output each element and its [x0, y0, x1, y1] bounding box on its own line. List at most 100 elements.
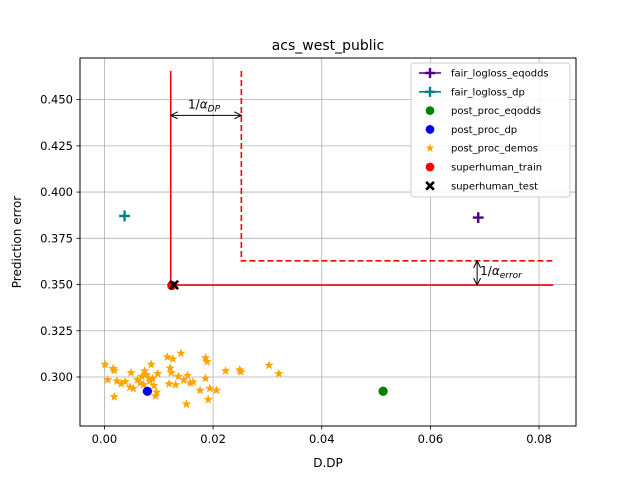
- legend-label: superhuman_train: [451, 163, 542, 174]
- y-tick-label: 0.400: [40, 185, 73, 199]
- point-post_proc_demos: [135, 378, 145, 387]
- point-post_proc_demos: [181, 399, 192, 409]
- point-post_proc_demos: [205, 383, 215, 393]
- point-post_proc_demos: [162, 352, 173, 361]
- point-post_proc_demos: [144, 373, 154, 383]
- legend-label: post_proc_demos: [451, 144, 538, 155]
- point-post_proc_demos: [109, 391, 119, 401]
- legend-label: post_proc_eqodds: [451, 106, 541, 117]
- point-post_proc_demos: [203, 394, 213, 404]
- point-post_proc_demos: [103, 374, 113, 384]
- legend-label: superhuman_test: [451, 181, 538, 192]
- legend-marker-post_proc_eqodds: [425, 106, 435, 115]
- point-post_proc_demos: [179, 375, 189, 385]
- alpha-dp-label: 1/αDP: [188, 97, 221, 114]
- y-tick-label: 0.300: [40, 370, 73, 384]
- alpha-error-arrowhead-up: [473, 259, 482, 269]
- point-post_proc_demos: [116, 378, 126, 388]
- x-tick-label: 0.06: [418, 432, 444, 446]
- point-post_proc_demos: [200, 353, 211, 362]
- point-post_proc_demos: [200, 373, 211, 383]
- point-post_proc_demos: [126, 367, 136, 377]
- point-post_proc_demos: [148, 373, 158, 383]
- alpha-error-label: 1/αerror: [480, 264, 523, 281]
- point-post_proc_demos: [164, 378, 174, 388]
- point-post_proc_demos: [112, 376, 122, 386]
- y-tick-label: 0.350: [40, 278, 73, 292]
- legend-entry: post_proc_eqodds: [425, 106, 541, 117]
- legend: fair_logloss_eqodds fair_logloss_dp post_p…: [410, 62, 571, 198]
- point-post_proc_dp: [142, 386, 153, 396]
- point-post_proc_demos: [166, 367, 176, 377]
- dashed-boundary-line: [240, 70, 554, 262]
- point-post_proc_demos: [195, 385, 205, 395]
- point-superhuman_test: [168, 279, 180, 290]
- y-tick-label: 0.425: [40, 139, 73, 153]
- x-tick-label: 0.04: [309, 432, 335, 446]
- legend-marker-superhuman_test: [425, 181, 435, 191]
- point-post_proc_demos: [128, 383, 138, 393]
- point-fair_logloss_eqodds: [472, 212, 484, 223]
- point-post_proc_demos: [220, 365, 231, 375]
- legend-entry: fair_logloss_dp: [419, 86, 525, 98]
- point-post_proc_demos: [149, 380, 159, 390]
- point-post_proc_demos: [108, 363, 118, 373]
- point-post_proc_demos: [151, 387, 162, 397]
- legend-marker-fair_logloss_dp: [424, 86, 436, 97]
- legend-label: fair_logloss_dp: [451, 87, 525, 98]
- point-post_proc_demos: [120, 376, 130, 386]
- point-post_proc_demos: [264, 360, 274, 370]
- legend-marker-superhuman_train: [425, 162, 435, 172]
- x-axis-label: D.DP: [313, 456, 343, 470]
- y-axis-label: Prediction error: [10, 196, 24, 289]
- point-post_proc_demos: [153, 368, 163, 378]
- point-post_proc_demos: [235, 365, 245, 374]
- x-tick-label: 0.02: [200, 432, 226, 446]
- point-post_proc_demos: [109, 365, 119, 375]
- legend-marker-post_proc_dp: [425, 125, 435, 134]
- legend-label: post_proc_dp: [451, 125, 517, 136]
- point-post_proc_demos: [274, 368, 284, 378]
- alpha-dp-arrowhead-left: [169, 111, 178, 120]
- point-post_proc_demos: [165, 363, 175, 373]
- point-post_proc_demos: [137, 371, 147, 381]
- alpha-error-arrowhead-down: [473, 277, 482, 287]
- point-post_proc_demos: [202, 356, 212, 366]
- point-post_proc_demos: [141, 369, 151, 379]
- legend-marker-post_proc_demos: [425, 143, 435, 152]
- data-points: [100, 210, 484, 409]
- point-post_proc_demos: [132, 374, 143, 384]
- y-tick-label: 0.450: [40, 93, 73, 107]
- plot-frame: [79, 57, 577, 427]
- point-post_proc_demos: [236, 366, 246, 376]
- point-post_proc_demos: [146, 359, 156, 369]
- legend-entry: post_proc_demos: [425, 143, 538, 155]
- point-post_proc_demos: [211, 385, 222, 395]
- point-post_proc_demos: [100, 359, 110, 369]
- x-tick-label: 0.08: [526, 432, 552, 446]
- point-post_proc_demos: [150, 390, 161, 400]
- point-post_proc_demos: [173, 371, 183, 381]
- alpha-dp-arrowhead-right: [234, 111, 243, 120]
- axis-ticks: 0.00 0.02 0.04 0.06 0.08 0.300 0.325 0.350 0.375…: [40, 93, 552, 446]
- point-post_proc_demos: [138, 379, 149, 389]
- point-post_proc_demos: [185, 378, 195, 387]
- point-post_proc_demos: [139, 365, 150, 375]
- annotations: 1/αDP 1/αerror: [169, 97, 523, 287]
- legend-box: [410, 62, 571, 198]
- y-tick-label: 0.325: [40, 324, 73, 338]
- point-post_proc_demos: [168, 353, 178, 363]
- point-post_proc_demos: [182, 370, 193, 380]
- y-tick-label: 0.375: [40, 231, 73, 245]
- legend-entry: post_proc_dp: [425, 125, 517, 136]
- legend-label: fair_logloss_eqodds: [451, 69, 549, 80]
- legend-entry: superhuman_train: [425, 162, 542, 174]
- legend-entry: fair_logloss_eqodds: [419, 67, 549, 80]
- x-tick-label: 0.00: [92, 432, 118, 446]
- chart-title: acs_west_public: [272, 38, 385, 54]
- point-post_proc_demos: [188, 377, 198, 386]
- point-fair_logloss_dp: [119, 210, 130, 222]
- legend-marker-fair_logloss_eqodds: [424, 67, 436, 79]
- point-post_proc_demos: [145, 376, 155, 386]
